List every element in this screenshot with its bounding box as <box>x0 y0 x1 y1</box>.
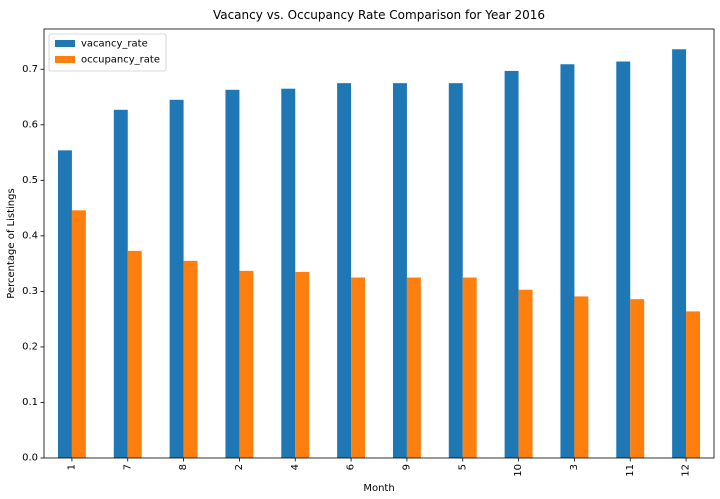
bar-vacancy-rate-5 <box>448 83 463 458</box>
bar-occupancy-rate-10 <box>518 289 533 458</box>
bar-occupancy-rate-5 <box>462 277 477 458</box>
bar-occupancy-rate-11 <box>630 299 645 458</box>
bar-occupancy-rate-2 <box>239 270 254 458</box>
legend: vacancy_rate occupancy_rate <box>48 33 167 72</box>
legend-box <box>48 33 167 72</box>
y-tick-label: 0.3 <box>22 286 38 297</box>
bar-vacancy-rate-8 <box>169 99 184 459</box>
bar-occupancy-rate-7 <box>127 250 142 458</box>
y-tick-label: 0.0 <box>22 453 38 464</box>
x-tick-label: 6 <box>346 464 357 470</box>
x-tick-label: 9 <box>401 464 412 470</box>
bar-occupancy-rate-12 <box>686 311 701 458</box>
bar-occupancy-rate-1 <box>71 210 86 458</box>
bar-occupancy-rate-4 <box>295 271 310 458</box>
y-tick-label: 0.5 <box>22 175 38 186</box>
bar-vacancy-rate-2 <box>225 89 240 459</box>
chart-title: Vacancy vs. Occupancy Rate Comparison fo… <box>213 8 545 22</box>
bar-occupancy-rate-3 <box>574 296 589 458</box>
bar-vacancy-rate-11 <box>616 61 631 459</box>
x-tick-label: 1 <box>66 464 77 470</box>
y-tick-label: 0.2 <box>22 341 38 352</box>
plot-frame <box>43 28 715 459</box>
bars-group <box>57 49 701 459</box>
x-tick-label: 8 <box>178 464 189 470</box>
x-tick-label: 5 <box>457 464 468 470</box>
x-tick-label: 2 <box>234 464 245 470</box>
bar-occupancy-rate-8 <box>183 260 198 458</box>
bar-occupancy-rate-6 <box>351 277 366 458</box>
y-tick-label: 0.6 <box>22 119 38 130</box>
x-tick-label: 12 <box>681 464 692 477</box>
x-tick-label: 11 <box>625 464 636 477</box>
x-tick-label: 3 <box>569 464 580 470</box>
bar-vacancy-rate-1 <box>57 150 72 459</box>
legend-label-vacancy-rate: vacancy_rate <box>81 39 148 50</box>
legend-label-occupancy-rate: occupancy_rate <box>81 55 160 66</box>
bar-occupancy-rate-9 <box>406 277 421 458</box>
y-tick-label: 0.1 <box>22 397 38 408</box>
legend-swatch-occupancy-rate <box>55 56 75 63</box>
y-tick-label: 0.7 <box>22 64 38 75</box>
bar-vacancy-rate-4 <box>281 88 296 458</box>
bar-vacancy-rate-6 <box>337 83 352 458</box>
y-axis-label: Percentage of Listings <box>6 188 17 298</box>
bar-vacancy-rate-7 <box>113 109 128 458</box>
bar-vacancy-rate-3 <box>560 64 575 459</box>
y-tick-label: 0.4 <box>22 230 38 241</box>
bar-vacancy-rate-9 <box>392 83 407 458</box>
x-axis-label: Month <box>363 483 394 494</box>
y-ticks: 0.0 0.1 0.2 0.3 0.4 0.5 0.6 0.7 <box>22 64 44 464</box>
x-ticks: 1 7 8 2 4 6 9 5 10 3 11 12 <box>66 458 692 477</box>
legend-swatch-vacancy-rate <box>55 40 75 47</box>
bar-vacancy-rate-10 <box>504 70 519 458</box>
x-tick-label: 4 <box>290 464 301 470</box>
x-tick-label: 10 <box>513 464 524 477</box>
bar-vacancy-rate-12 <box>672 49 687 459</box>
x-tick-label: 7 <box>122 464 133 470</box>
